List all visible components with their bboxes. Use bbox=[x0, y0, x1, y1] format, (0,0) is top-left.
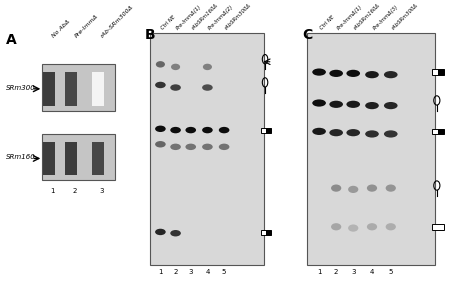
Text: rAbSRm300Δ: rAbSRm300Δ bbox=[391, 3, 419, 31]
Text: C: C bbox=[302, 28, 312, 42]
Ellipse shape bbox=[365, 71, 379, 78]
Ellipse shape bbox=[185, 127, 196, 133]
Bar bbox=[91, 142, 104, 175]
Text: 1: 1 bbox=[50, 188, 55, 194]
Ellipse shape bbox=[202, 144, 213, 150]
Text: A: A bbox=[6, 33, 17, 47]
Text: rAbSRm160Δ: rAbSRm160Δ bbox=[191, 3, 219, 31]
Bar bbox=[261, 230, 266, 235]
Ellipse shape bbox=[170, 127, 181, 133]
Bar bbox=[43, 142, 55, 175]
Ellipse shape bbox=[171, 64, 180, 70]
Text: 5: 5 bbox=[222, 270, 226, 275]
Ellipse shape bbox=[219, 144, 229, 150]
Text: 5: 5 bbox=[389, 270, 393, 275]
Text: 1: 1 bbox=[317, 270, 321, 275]
Ellipse shape bbox=[156, 61, 165, 68]
Ellipse shape bbox=[170, 230, 181, 236]
Text: Ctrl NE: Ctrl NE bbox=[160, 14, 177, 31]
Text: No AbΔ: No AbΔ bbox=[51, 19, 71, 39]
Ellipse shape bbox=[367, 185, 377, 192]
Text: 1: 1 bbox=[158, 270, 163, 275]
Ellipse shape bbox=[367, 223, 377, 230]
Bar bbox=[43, 72, 55, 105]
Ellipse shape bbox=[155, 82, 166, 88]
Ellipse shape bbox=[329, 70, 343, 77]
Ellipse shape bbox=[155, 229, 166, 235]
Ellipse shape bbox=[365, 130, 379, 138]
Text: 3: 3 bbox=[189, 270, 193, 275]
Bar bbox=[432, 224, 444, 230]
Text: Pre-ImmΔ(2): Pre-ImmΔ(2) bbox=[208, 4, 234, 31]
Text: B: B bbox=[145, 28, 156, 42]
Text: SRm300: SRm300 bbox=[6, 85, 36, 91]
Ellipse shape bbox=[365, 102, 379, 109]
Ellipse shape bbox=[384, 130, 398, 138]
Ellipse shape bbox=[312, 69, 326, 76]
Ellipse shape bbox=[346, 129, 360, 136]
Ellipse shape bbox=[170, 144, 181, 150]
Text: Pre-ImmΔ(3): Pre-ImmΔ(3) bbox=[372, 4, 399, 31]
FancyBboxPatch shape bbox=[42, 64, 115, 111]
Ellipse shape bbox=[386, 223, 396, 230]
Ellipse shape bbox=[346, 70, 360, 77]
Text: 2: 2 bbox=[334, 270, 338, 275]
Text: SRm160: SRm160 bbox=[6, 154, 36, 160]
Ellipse shape bbox=[331, 185, 341, 192]
Text: Pre-ImmΔ(1): Pre-ImmΔ(1) bbox=[336, 4, 363, 31]
Ellipse shape bbox=[155, 141, 166, 147]
Ellipse shape bbox=[155, 126, 166, 132]
Text: 2: 2 bbox=[73, 188, 77, 194]
Text: Ctrl NE: Ctrl NE bbox=[319, 14, 336, 31]
Ellipse shape bbox=[329, 101, 343, 108]
Ellipse shape bbox=[203, 64, 212, 70]
Ellipse shape bbox=[312, 128, 326, 135]
Ellipse shape bbox=[202, 127, 213, 133]
Bar bbox=[432, 129, 438, 134]
Ellipse shape bbox=[386, 185, 396, 192]
Ellipse shape bbox=[329, 129, 343, 136]
Bar bbox=[91, 72, 104, 105]
Bar bbox=[438, 129, 444, 134]
Bar bbox=[266, 127, 271, 133]
FancyBboxPatch shape bbox=[150, 33, 264, 265]
Text: 4: 4 bbox=[370, 270, 374, 275]
Ellipse shape bbox=[384, 102, 398, 109]
Text: rAbSRm300Δ: rAbSRm300Δ bbox=[224, 3, 252, 31]
Bar bbox=[65, 72, 77, 105]
Text: 3: 3 bbox=[351, 270, 356, 275]
Ellipse shape bbox=[219, 127, 229, 133]
Bar bbox=[261, 127, 266, 133]
Bar bbox=[432, 69, 438, 75]
Text: Pre-ImmΔ(1): Pre-ImmΔ(1) bbox=[175, 4, 202, 31]
Ellipse shape bbox=[348, 224, 358, 232]
Text: 3: 3 bbox=[100, 188, 104, 194]
Ellipse shape bbox=[331, 223, 341, 230]
Ellipse shape bbox=[346, 101, 360, 108]
FancyBboxPatch shape bbox=[307, 33, 435, 265]
Ellipse shape bbox=[170, 84, 181, 91]
Bar bbox=[266, 230, 271, 235]
FancyBboxPatch shape bbox=[42, 134, 115, 180]
Bar bbox=[438, 69, 444, 75]
Ellipse shape bbox=[348, 186, 358, 193]
Ellipse shape bbox=[202, 84, 213, 91]
Text: 2: 2 bbox=[173, 270, 178, 275]
Ellipse shape bbox=[384, 71, 398, 78]
Text: Pre-ImmΔ: Pre-ImmΔ bbox=[74, 13, 99, 39]
Text: rAb-SRm300Δ: rAb-SRm300Δ bbox=[100, 4, 135, 39]
Bar bbox=[65, 142, 77, 175]
Ellipse shape bbox=[312, 99, 326, 107]
Text: rAbSRm160Δ: rAbSRm160Δ bbox=[353, 3, 382, 31]
Text: 4: 4 bbox=[205, 270, 210, 275]
Ellipse shape bbox=[185, 144, 196, 150]
